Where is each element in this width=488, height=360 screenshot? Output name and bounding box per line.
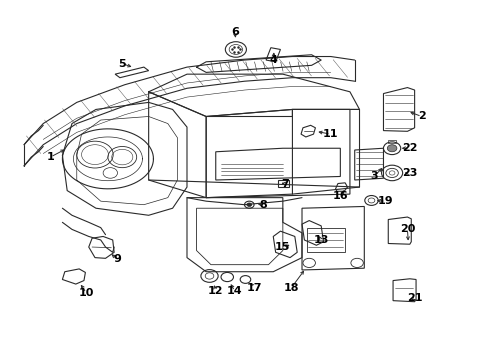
- Text: 12: 12: [207, 286, 223, 296]
- Text: 3: 3: [369, 171, 377, 181]
- Text: 9: 9: [113, 255, 121, 264]
- Text: 19: 19: [377, 196, 393, 206]
- Text: 21: 21: [406, 293, 422, 303]
- Text: 23: 23: [401, 168, 417, 178]
- Text: 14: 14: [226, 286, 242, 296]
- Text: 6: 6: [230, 27, 238, 37]
- Bar: [278, 180, 288, 187]
- Text: 10: 10: [79, 288, 94, 298]
- Text: 16: 16: [332, 191, 347, 201]
- Circle shape: [386, 145, 396, 152]
- Text: 4: 4: [269, 55, 277, 65]
- Text: 18: 18: [283, 283, 299, 293]
- Text: 2: 2: [417, 112, 425, 121]
- Text: 17: 17: [246, 283, 261, 293]
- Text: 13: 13: [313, 235, 328, 245]
- Text: 15: 15: [275, 242, 290, 252]
- Text: 1: 1: [46, 152, 54, 162]
- Text: 5: 5: [118, 59, 126, 68]
- Bar: [306, 228, 345, 252]
- Bar: [387, 140, 395, 143]
- Circle shape: [246, 203, 251, 207]
- Text: 8: 8: [259, 200, 267, 210]
- Text: 20: 20: [399, 224, 414, 234]
- Text: 22: 22: [401, 143, 417, 153]
- Text: 11: 11: [323, 129, 338, 139]
- Text: 7: 7: [281, 179, 288, 189]
